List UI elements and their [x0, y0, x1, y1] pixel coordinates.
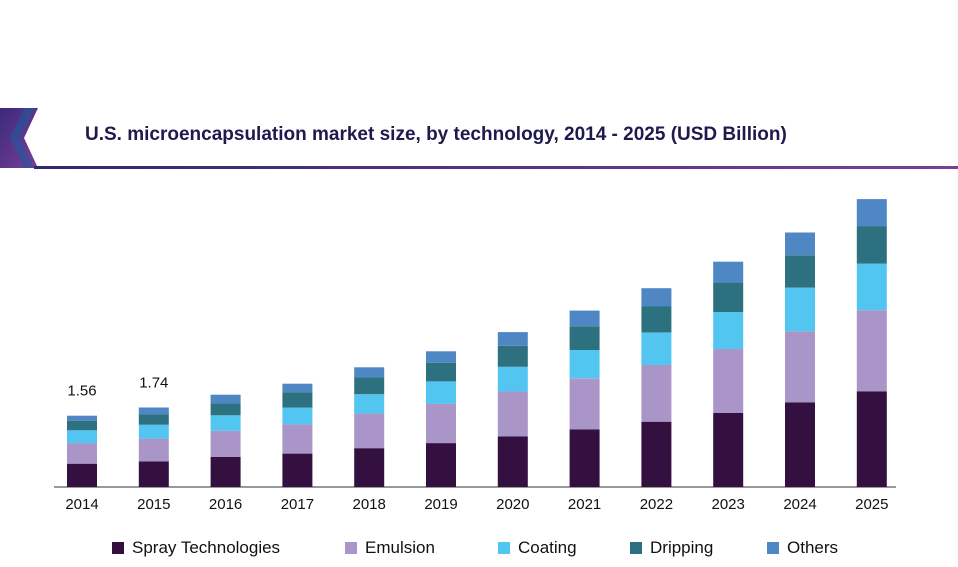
bar-segment-2020-emulsion: [497, 391, 528, 437]
x-tick-label: 2023: [712, 496, 745, 513]
legend-swatch: [112, 542, 124, 554]
bar-segment-2015-spray-technologies: [138, 461, 169, 487]
bar-segment-2023-emulsion: [713, 349, 744, 413]
bar-segment-2023-dripping: [713, 282, 744, 312]
bar-segment-2023-others: [713, 261, 744, 283]
bar-segment-2015-coating: [138, 424, 169, 439]
legend-label: Dripping: [650, 538, 714, 557]
x-tick-label: 2020: [496, 496, 529, 513]
bar-segment-2018-others: [354, 367, 385, 378]
bar-segment-2016-coating: [210, 415, 241, 431]
bar-segment-2018-coating: [354, 394, 385, 414]
bar-segment-2014-spray-technologies: [67, 463, 97, 487]
data-label-2015: 1.74: [139, 375, 168, 392]
bar-segment-2015-others: [138, 407, 169, 415]
bar-segment-2025-emulsion: [856, 310, 887, 392]
legend-swatch: [498, 542, 510, 554]
bar-segment-2017-emulsion: [282, 424, 313, 454]
bar-segment-2025-others: [856, 199, 887, 227]
chart-title: U.S. microencapsulation market size, by …: [85, 124, 787, 145]
x-tick-label: 2015: [137, 496, 170, 513]
bar-segment-2021-emulsion: [569, 378, 600, 430]
bar-segment-2017-dripping: [282, 392, 313, 408]
x-tick-labels: 2014 2015 2016 2017 2018 2019 2020 2021 2022 2023…: [65, 496, 888, 513]
bar-segment-2024-others: [785, 232, 815, 256]
legend-swatch: [767, 542, 779, 554]
legend-swatch: [630, 542, 642, 554]
bar-segment-2016-others: [210, 394, 241, 404]
legend-label: Emulsion: [365, 538, 435, 557]
bar-segment-2020-spray-technologies: [497, 436, 528, 487]
bar-segment-2023-spray-technologies: [713, 413, 744, 487]
bar-segment-2016-spray-technologies: [210, 456, 241, 487]
bar-segment-2024-emulsion: [785, 331, 815, 403]
legend-label: Spray Technologies: [132, 538, 281, 557]
x-tick-label: 2018: [353, 496, 386, 513]
bar-segment-2016-dripping: [210, 403, 241, 416]
bar-segment-2014-dripping: [67, 420, 97, 431]
x-tick-label: 2022: [640, 496, 673, 513]
bar-segment-2019-emulsion: [426, 403, 456, 444]
bar-segment-2022-others: [641, 288, 672, 307]
bar-segment-2017-others: [282, 383, 313, 393]
x-tick-label: 2021: [568, 496, 601, 513]
bar-segment-2014-coating: [67, 430, 97, 444]
x-tick-label: 2024: [783, 496, 816, 513]
bar-segment-2024-coating: [785, 287, 815, 332]
legend-item-emulsion: Emulsion: [345, 538, 435, 558]
title-band: [0, 108, 958, 170]
legend: Spray Technologies Emulsion Coating Drippin…: [0, 538, 958, 562]
x-tick-label: 2019: [424, 496, 457, 513]
stacked-bar-chart: 2014 2015 2016 2017 2018 2019 2020 2021 2022 2023…: [54, 199, 896, 513]
bar-segment-2018-emulsion: [354, 413, 385, 449]
bar-segment-2022-spray-technologies: [641, 421, 672, 487]
legend-label: Others: [787, 538, 839, 557]
bar-segment-2015-emulsion: [138, 438, 169, 462]
data-label-2014: 1.56: [67, 383, 96, 400]
bar-segment-2019-spray-technologies: [426, 443, 456, 487]
bar-segment-2024-dripping: [785, 255, 815, 288]
bar-segment-2021-others: [569, 310, 600, 327]
bar-segment-2021-dripping: [569, 326, 600, 350]
legend-item-coating: Coating: [498, 538, 577, 558]
x-tick-label: 2017: [281, 496, 314, 513]
bar-segment-2015-dripping: [138, 414, 169, 425]
bar-segment-2022-coating: [641, 332, 672, 365]
bar-segment-2021-coating: [569, 349, 600, 379]
bar-segment-2023-coating: [713, 312, 744, 349]
bar-segment-2025-dripping: [856, 226, 887, 264]
bar-segment-2020-coating: [497, 366, 528, 392]
bar-segment-2014-emulsion: [67, 443, 97, 464]
bar-segment-2021-spray-technologies: [569, 429, 600, 487]
bar-segment-2018-spray-technologies: [354, 448, 385, 487]
bar-segment-2014-others: [67, 415, 97, 421]
legend-item-others: Others: [767, 538, 838, 558]
bar-segment-2022-dripping: [641, 306, 672, 333]
bar-segment-2017-spray-technologies: [282, 453, 313, 487]
bar-segment-2020-others: [497, 332, 528, 346]
bars-group: [67, 199, 887, 487]
x-tick-label: 2016: [209, 496, 242, 513]
data-labels: 1.56 1.74: [67, 375, 168, 400]
legend-item-dripping: Dripping: [630, 538, 713, 558]
bar-segment-2025-spray-technologies: [856, 391, 887, 487]
bar-segment-2024-spray-technologies: [785, 402, 815, 487]
legend-item-spray-technologies: Spray Technologies: [112, 538, 280, 558]
x-tick-label: 2014: [65, 496, 98, 513]
bar-segment-2019-dripping: [426, 362, 456, 382]
bar-segment-2020-dripping: [497, 345, 528, 367]
bar-segment-2022-emulsion: [641, 365, 672, 422]
x-tick-label: 2025: [855, 496, 888, 513]
bar-segment-2019-others: [426, 351, 456, 363]
bar-segment-2019-coating: [426, 381, 456, 404]
legend-label: Coating: [518, 538, 577, 557]
title-decoration: [0, 108, 958, 169]
legend-swatch: [345, 542, 357, 554]
bar-segment-2018-dripping: [354, 377, 385, 395]
bar-segment-2016-emulsion: [210, 430, 241, 457]
bar-segment-2017-coating: [282, 407, 313, 425]
bar-segment-2025-coating: [856, 263, 887, 311]
